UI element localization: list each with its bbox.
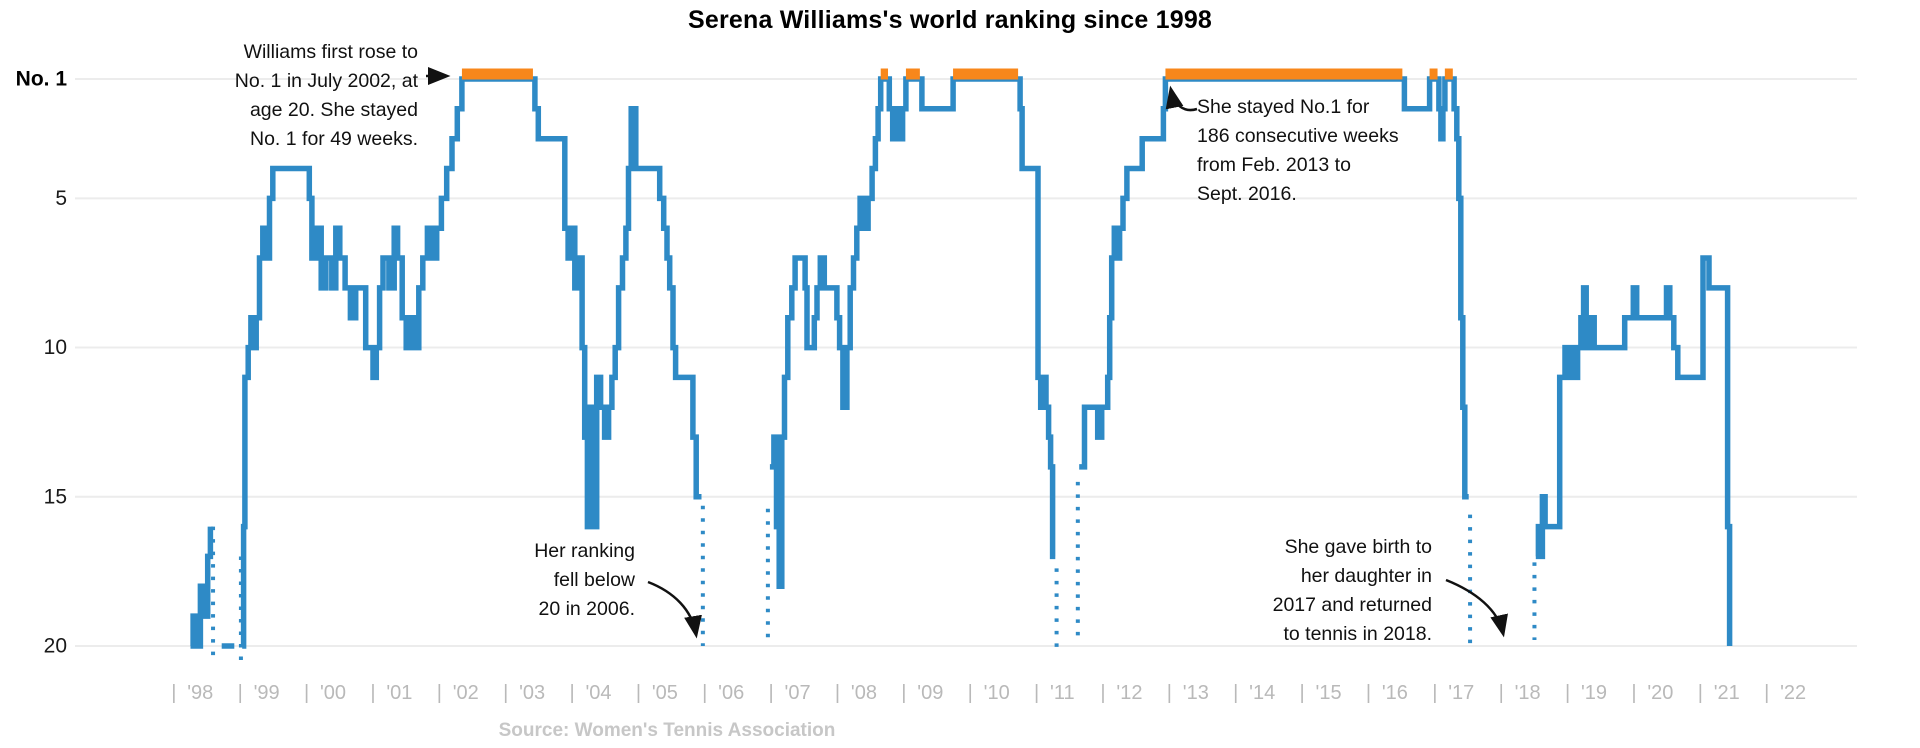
x-axis-tick-2020: | <box>1631 682 1636 704</box>
annotation-line: her daughter in <box>1300 565 1432 587</box>
annotation-arrow-layer <box>426 67 1508 639</box>
x-axis-tick-2001: | <box>370 682 375 704</box>
x-axis-tick-2007: | <box>769 682 774 704</box>
x-axis-label-2000: '00 <box>320 682 346 704</box>
annotation-gave-birth: She gave birth to her daughter in 2017 and… <box>1273 533 1432 649</box>
ranking-line-segment-2 <box>240 76 702 649</box>
x-axis-label-2020: '20 <box>1647 682 1673 704</box>
x-axis-tick-2000: | <box>304 682 309 704</box>
x-axis-label-2018: '18 <box>1515 682 1541 704</box>
x-axis-tick-2018: | <box>1499 682 1504 704</box>
x-axis-label-1998: '98 <box>187 682 213 704</box>
annotation-line: to tennis in 2018. <box>1283 623 1432 645</box>
x-axis-label-2006: '06 <box>718 682 744 704</box>
x-axis-label-2013: '13 <box>1183 682 1209 704</box>
x-axis-label-2010: '10 <box>984 682 1010 704</box>
x-axis-label-2007: '07 <box>785 682 811 704</box>
annotation-line: She stayed No.1 for <box>1197 96 1370 118</box>
x-axis-tick-2008: | <box>835 682 840 704</box>
x-axis-tick-2005: | <box>636 682 641 704</box>
annotation-first-no1: Williams first rose to No. 1 in July 2002… <box>235 38 418 154</box>
ranking-line-segment-3 <box>769 76 1056 590</box>
x-axis-tick-2019: | <box>1565 682 1570 704</box>
ranking-line-segment-5 <box>1535 255 1733 646</box>
grid-layer <box>75 78 1857 647</box>
x-axis-tick-2011: | <box>1034 682 1039 704</box>
x-axis-tick-2014: | <box>1233 682 1238 704</box>
chart-title: Serena Williams's world ranking since 19… <box>687 6 1213 34</box>
x-axis-tick-2021: | <box>1698 682 1703 704</box>
x-axis-tick-2017: | <box>1432 682 1437 704</box>
x-axis-tick-2009: | <box>901 682 906 704</box>
x-axis-label-2009: '09 <box>917 682 943 704</box>
y-axis-label-20: 20 <box>44 634 67 657</box>
y-axis-label-10: 10 <box>44 336 67 359</box>
annotation-line: Her ranking <box>534 540 635 562</box>
x-axis-label-2014: '14 <box>1249 682 1275 704</box>
x-axis-label-2015: '15 <box>1316 682 1342 704</box>
annotation-line: fell below <box>553 569 635 591</box>
x-axis-tick-2002: | <box>437 682 442 704</box>
annotation-line: Sept. 2016. <box>1197 183 1297 205</box>
x-axis-label-2019: '19 <box>1581 682 1607 704</box>
x-axis-label-2021: '21 <box>1714 682 1740 704</box>
axis-layer: No. 1 5 10 15 20 | '98 | '99 | '00 | '01 | '02 | '03 | '04… <box>16 68 1807 705</box>
annotation-line: 186 consecutive weeks <box>1197 125 1399 147</box>
x-axis-label-2012: '12 <box>1116 682 1142 704</box>
x-axis-label-2004: '04 <box>585 682 611 704</box>
ranking-line-segment-4 <box>1079 76 1469 500</box>
annotation-line: from Feb. 2013 to <box>1197 154 1351 176</box>
x-axis-tick-2013: | <box>1167 682 1172 704</box>
annotation-fell-below-20: Her ranking fell below 20 in 2006. <box>534 537 635 624</box>
annotation-line: 2017 and returned <box>1272 594 1432 616</box>
x-axis-tick-2006: | <box>702 682 707 704</box>
x-axis-tick-2015: | <box>1300 682 1305 704</box>
x-axis-tick-2012: | <box>1100 682 1105 704</box>
x-axis-label-2011: '11 <box>1050 682 1075 704</box>
annotation-arrow-186-weeks <box>1165 85 1198 112</box>
annotation-line: No. 1 in July 2002, at <box>234 70 418 92</box>
annotation-line: She gave birth to <box>1284 536 1432 558</box>
source-note: Source: Women's Tennis Association <box>498 720 836 741</box>
x-axis-label-2005: '05 <box>652 682 678 704</box>
x-axis-tick-2010: | <box>968 682 973 704</box>
annotation-arrow-gave-birth <box>1445 578 1508 638</box>
x-axis-label-2022: '22 <box>1780 682 1806 704</box>
x-axis-tick-2004: | <box>569 682 574 704</box>
x-axis-label-2008: '08 <box>851 682 877 704</box>
ranking-line-segment-0 <box>190 526 214 649</box>
x-axis-label-2017: '17 <box>1448 682 1474 704</box>
x-axis-label-1999: '99 <box>254 682 280 704</box>
x-axis-tick-2022: | <box>1764 682 1769 704</box>
x-axis-label-2003: '03 <box>519 682 545 704</box>
ranking-line-layer <box>190 76 1733 649</box>
annotation-arrow-fell-below-20 <box>647 580 702 639</box>
x-axis-tick-2016: | <box>1366 682 1371 704</box>
annotation-186-weeks: She stayed No.1 for 186 consecutive weeks… <box>1197 93 1399 209</box>
y-axis-label-15: 15 <box>44 485 67 508</box>
y-axis-label-1: No. 1 <box>16 68 68 91</box>
x-axis-label-2016: '16 <box>1382 682 1408 704</box>
annotation-line: 20 in 2006. <box>538 598 635 620</box>
x-axis-label-2001: '01 <box>386 682 412 704</box>
annotation-line: Williams first rose to <box>243 41 418 63</box>
y-axis-label-5: 5 <box>55 187 67 210</box>
x-axis-tick-1998: | <box>171 682 176 704</box>
annotation-line: No. 1 for 49 weeks. <box>250 128 418 150</box>
x-axis-label-2002: '02 <box>453 682 479 704</box>
x-axis-tick-2003: | <box>503 682 508 704</box>
annotation-line: age 20. She stayed <box>249 99 418 121</box>
x-axis-tick-1999: | <box>238 682 243 704</box>
